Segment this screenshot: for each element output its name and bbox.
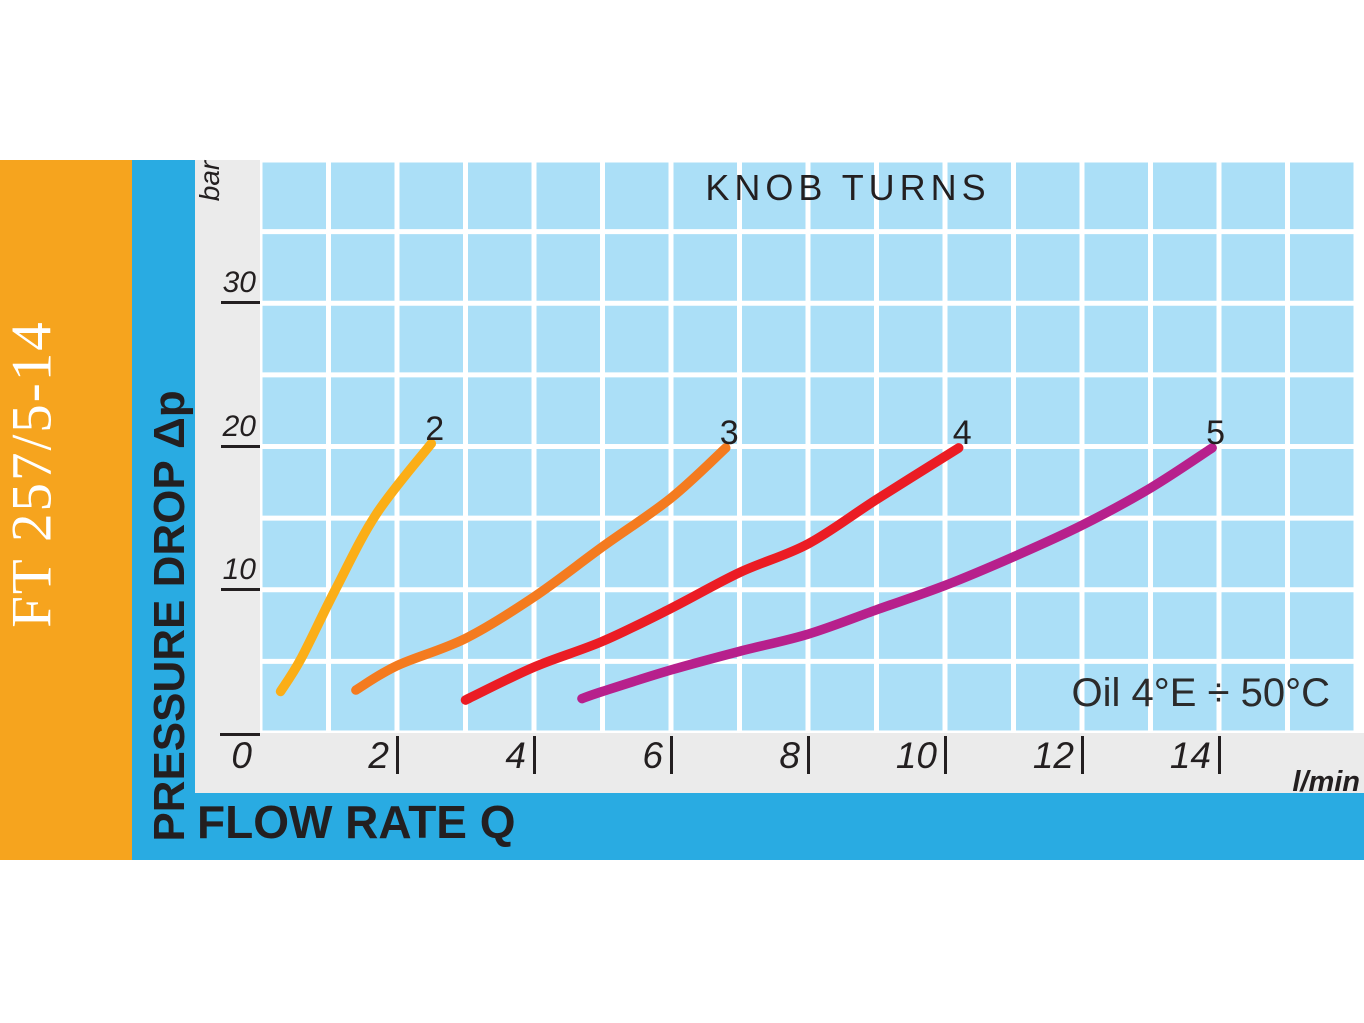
y-axis-band (132, 160, 195, 860)
x-tick-mark-12 (1080, 736, 1084, 774)
oil-condition-annotation: Oil 4°E ÷ 50°C (1071, 671, 1330, 715)
x-tick-mark-6 (669, 736, 673, 774)
curve-end-label-3: 3 (719, 413, 739, 452)
x-origin-mark (220, 733, 260, 736)
curve-end-label-2: 2 (425, 409, 445, 448)
pressure-flow-chart (260, 160, 1356, 733)
x-tick-mark-14 (1217, 736, 1221, 774)
y-tick-mark-20 (221, 444, 260, 448)
x-tick-label-14: 14 (1169, 735, 1211, 776)
x-axis-title: FLOW RATE Q (197, 796, 516, 848)
x-tick-label-0: 0 (231, 735, 252, 776)
x-tick-label-4: 4 (505, 735, 526, 776)
x-axis-unit-label: l/min (1292, 766, 1360, 798)
y-tick-label-10: 10 (222, 552, 256, 586)
x-tick-mark-2 (395, 736, 399, 774)
curve-knob-turns-3 (351, 443, 731, 695)
curve-end-label-5: 5 (1206, 413, 1226, 452)
x-tick-label-10: 10 (895, 735, 937, 776)
curve-end-label-4: 4 (952, 413, 972, 452)
curve-knob-turns-5 (577, 443, 1217, 704)
y-tick-label-20: 20 (222, 409, 256, 443)
x-tick-label-2: 2 (368, 735, 389, 776)
x-axis-band (195, 793, 1364, 860)
x-tick-mark-10 (943, 736, 947, 774)
model-band: FT 257/5-14 (0, 160, 132, 860)
plot-bottom-margin (195, 733, 1364, 793)
chart-title: KNOB TURNS (705, 167, 991, 208)
y-tick-mark-10 (221, 587, 260, 591)
x-tick-label-12: 12 (1032, 735, 1074, 776)
y-tick-label-30: 30 (222, 266, 256, 300)
y-tick-mark-30 (221, 301, 260, 305)
curve-knob-turns-4 (460, 443, 964, 705)
curve-knob-turns-2 (275, 438, 436, 697)
x-tick-mark-4 (532, 736, 536, 774)
x-tick-label-8: 8 (779, 735, 800, 776)
y-axis-unit-label: bar (194, 160, 225, 202)
x-tick-label-6: 6 (642, 735, 663, 776)
x-tick-mark-8 (806, 736, 810, 774)
model-label: FT 257/5-14 (0, 320, 64, 628)
